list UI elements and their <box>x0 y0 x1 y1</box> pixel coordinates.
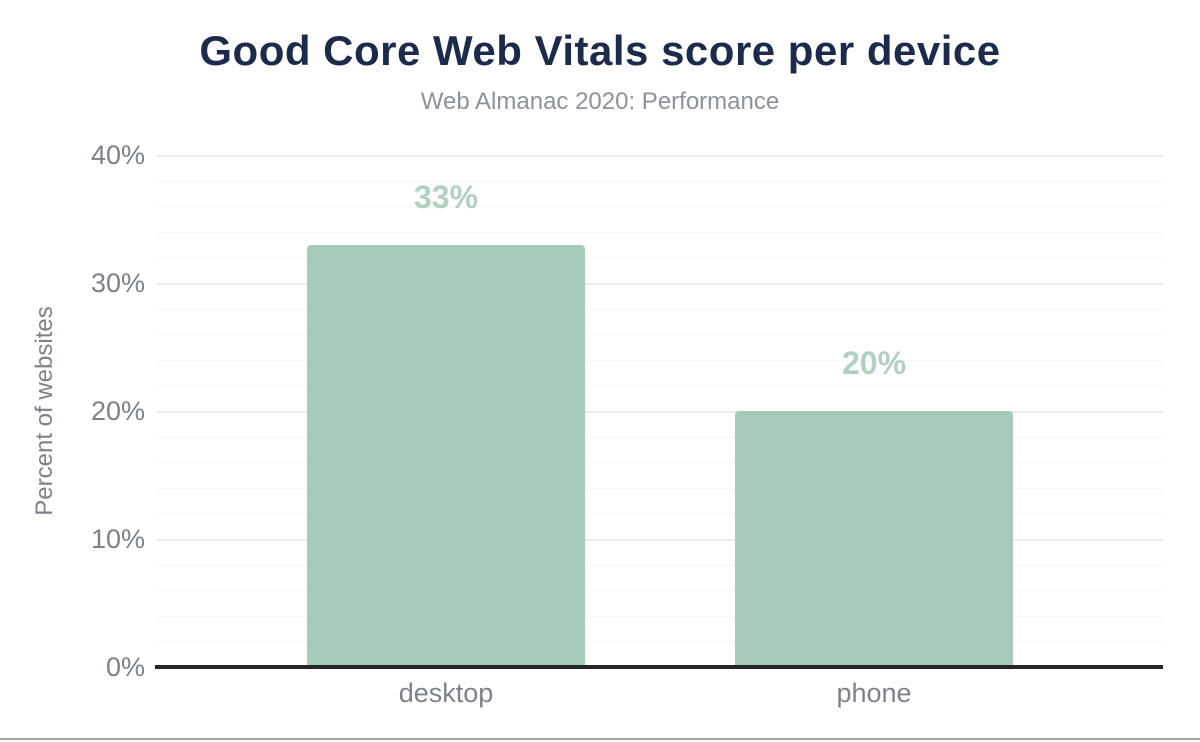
y-tick-40pct: 40% <box>90 140 145 170</box>
bottom-divider <box>0 738 1200 740</box>
plot-area: 33% 20% <box>157 155 1163 667</box>
x-axis-line <box>155 665 1163 669</box>
gridline-minor-24 <box>157 360 1163 361</box>
data-label-desktop: 33% <box>413 179 479 215</box>
y-tick-30pct: 30% <box>90 268 145 298</box>
gridline-minor-18 <box>157 437 1163 438</box>
y-tick-10pct: 10% <box>90 524 145 554</box>
gridline-major-30 <box>157 283 1163 285</box>
y-tick-0pct: 0% <box>105 652 145 682</box>
gridline-minor-2 <box>157 641 1163 642</box>
gridline-minor-36 <box>157 206 1163 207</box>
chart-subtitle: Web Almanac 2020: Performance <box>420 88 780 115</box>
x-tick-desktop: desktop <box>398 678 494 708</box>
gridline-major-10 <box>157 539 1163 541</box>
bar-desktop <box>307 245 585 667</box>
gridline-major-40 <box>157 155 1163 157</box>
gridline-minor-32 <box>157 257 1163 258</box>
data-label-phone: 20% <box>841 345 907 381</box>
chart-title: Good Core Web Vitals score per device <box>199 27 1001 74</box>
gridline-minor-6 <box>157 590 1163 591</box>
gridline-minor-12 <box>157 513 1163 514</box>
gridline-minor-16 <box>157 462 1163 463</box>
gridline-minor-4 <box>157 616 1163 617</box>
gridline-major-20 <box>157 411 1163 413</box>
bar-phone <box>735 411 1013 667</box>
gridline-minor-38 <box>157 181 1163 182</box>
x-tick-phone: phone <box>836 678 912 708</box>
gridline-minor-28 <box>157 309 1163 310</box>
gridline-minor-34 <box>157 232 1163 233</box>
gridline-minor-22 <box>157 385 1163 386</box>
gridline-minor-8 <box>157 565 1163 566</box>
y-tick-20pct: 20% <box>90 396 145 426</box>
gridline-minor-26 <box>157 334 1163 335</box>
gridline-minor-14 <box>157 488 1163 489</box>
